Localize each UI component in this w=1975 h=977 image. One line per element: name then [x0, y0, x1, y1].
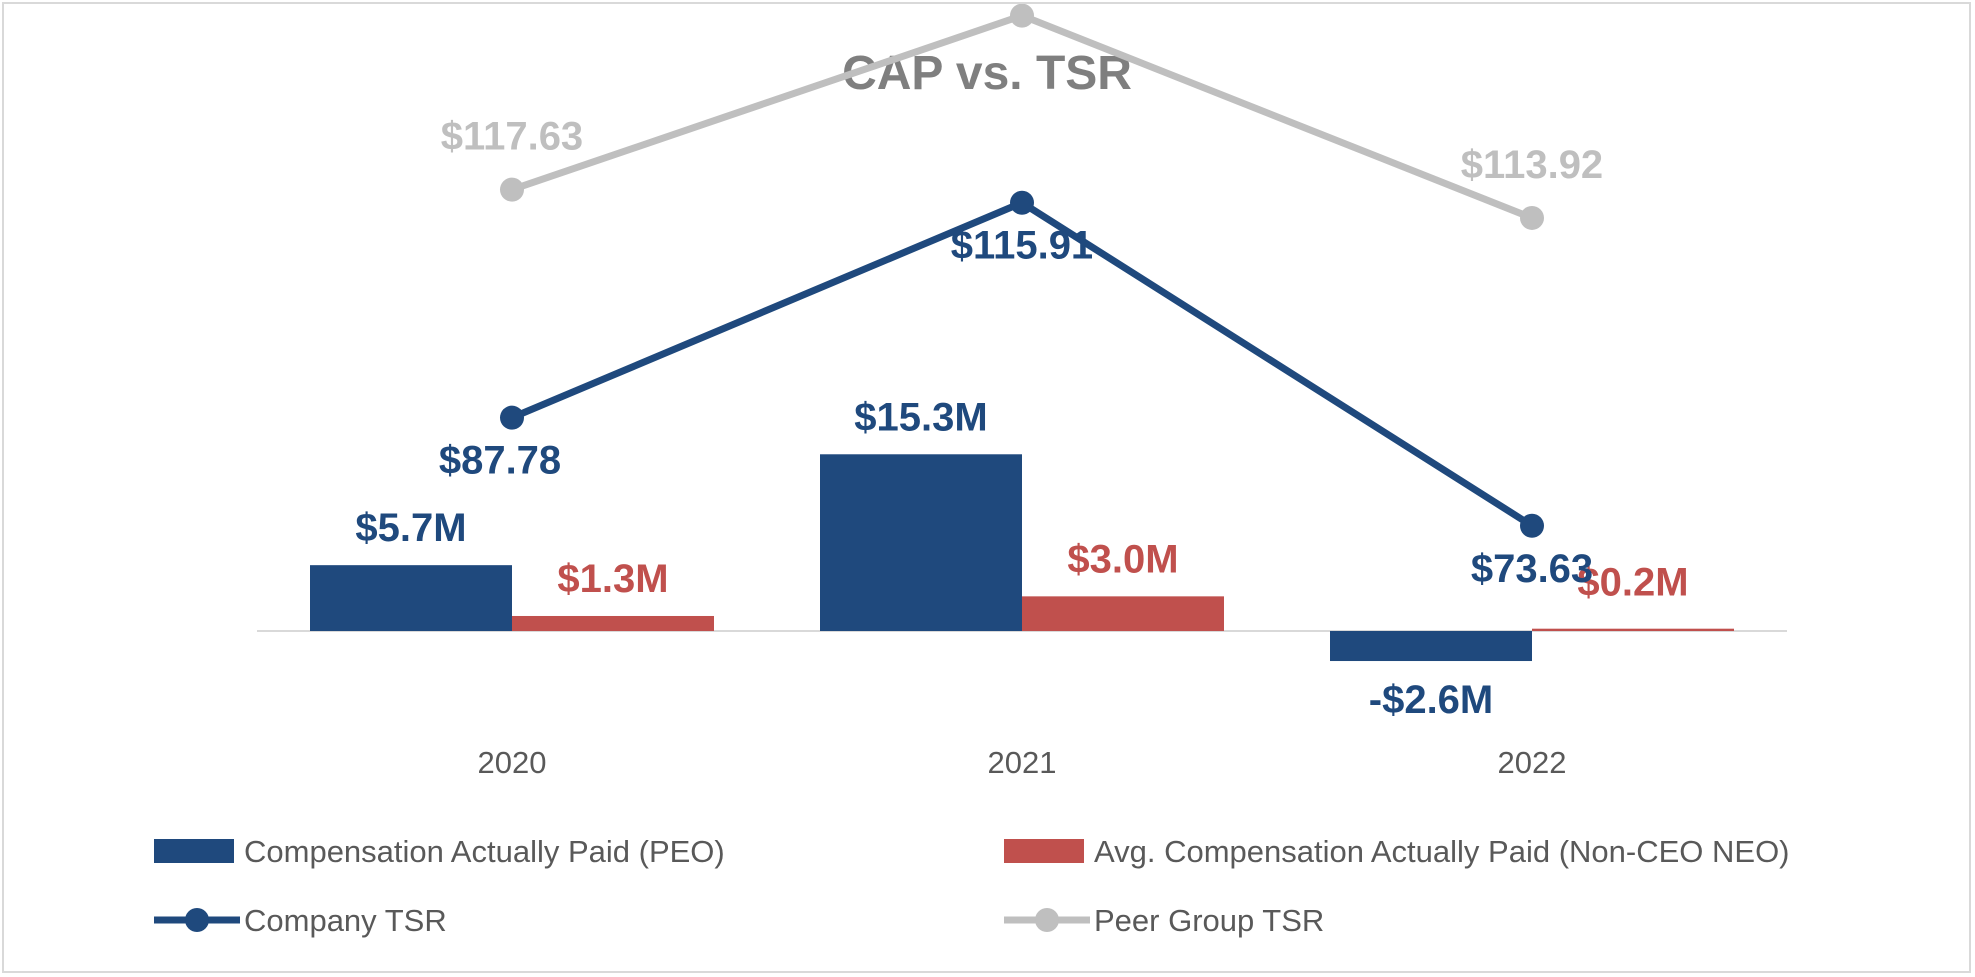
- data-label-company-tsr-2022: $73.63: [1471, 547, 1593, 591]
- x-tick-label-2020: 2020: [478, 745, 547, 780]
- bar-compensation-actually-paid-peo-2022: [1330, 631, 1532, 662]
- bar-avg-compensation-actually-paid-non-ceo-neo-2021: [1022, 596, 1224, 631]
- point-peer-group-tsr-2020: [500, 177, 524, 202]
- bar-compensation-actually-paid-peo-2021: [820, 454, 1022, 631]
- legend-label-compensation-actually-paid-peo: Compensation Actually Paid (PEO): [244, 834, 725, 869]
- legend-marker-peer-group-tsr: [1035, 908, 1059, 932]
- legend-label-peer-group-tsr: Peer Group TSR: [1094, 903, 1324, 938]
- legend-swatch-avg-compensation-actually-paid-non-ceo-neo: [1004, 839, 1084, 863]
- bar-avg-compensation-actually-paid-non-ceo-neo-2020: [512, 615, 714, 631]
- legend-item-avg-compensation-actually-paid-non-ceo-neo: Avg. Compensation Actually Paid (Non-CEO…: [1004, 834, 1790, 869]
- chart-title: CAP vs. TSR: [842, 47, 1132, 100]
- point-peer-group-tsr-2021: [1010, 3, 1034, 28]
- legend-swatch-compensation-actually-paid-peo: [154, 839, 234, 863]
- data-label-company-tsr-2021: $115.91: [951, 224, 1093, 268]
- line-peer-group-tsr: [510, 12, 1534, 222]
- x-tick-label-2022: 2022: [1498, 745, 1567, 780]
- bar-avg-compensation-actually-paid-non-ceo-neo-2022: [1532, 628, 1734, 631]
- bar-compensation-actually-paid-peo-2020: [310, 565, 512, 631]
- legend-label-avg-compensation-actually-paid-non-ceo-neo: Avg. Compensation Actually Paid (Non-CEO…: [1094, 834, 1790, 869]
- data-label-avg-compensation-actually-paid-non-ceo-neo-2022: $0.2M: [1577, 561, 1688, 605]
- legend-marker-company-tsr: [185, 908, 209, 932]
- data-label-compensation-actually-paid-peo-2020: $5.7M: [355, 506, 466, 550]
- data-label-compensation-actually-paid-peo-2021: $15.3M: [854, 395, 987, 439]
- data-label-peer-group-tsr-2020: $117.63: [441, 115, 583, 159]
- data-label-avg-compensation-actually-paid-non-ceo-neo-2020: $1.3M: [557, 557, 668, 601]
- legend-item-company-tsr: Company TSR: [154, 903, 447, 938]
- data-label-peer-group-tsr-2022: $113.92: [1461, 143, 1603, 187]
- legend-item-compensation-actually-paid-peo: Compensation Actually Paid (PEO): [154, 834, 725, 869]
- point-company-tsr-2021: [1010, 190, 1034, 215]
- legend-label-company-tsr: Company TSR: [244, 903, 447, 938]
- legend-item-peer-group-tsr: Peer Group TSR: [1004, 903, 1324, 938]
- point-peer-group-tsr-2022: [1520, 205, 1544, 230]
- data-label-avg-compensation-actually-paid-non-ceo-neo-2021: $3.0M: [1067, 537, 1178, 581]
- point-company-tsr-2022: [1520, 513, 1544, 538]
- cap-vs-tsr-chart: CAP vs. TSR $5.7M $15.3M -$2.6M $1.3M $3.0M $…: [154, 3, 1790, 938]
- data-label-company-tsr-2020: $87.78: [439, 439, 561, 483]
- point-company-tsr-2020: [500, 405, 524, 430]
- data-label-compensation-actually-paid-peo-2022: -$2.6M: [1369, 678, 1494, 722]
- x-tick-label-2021: 2021: [988, 745, 1057, 780]
